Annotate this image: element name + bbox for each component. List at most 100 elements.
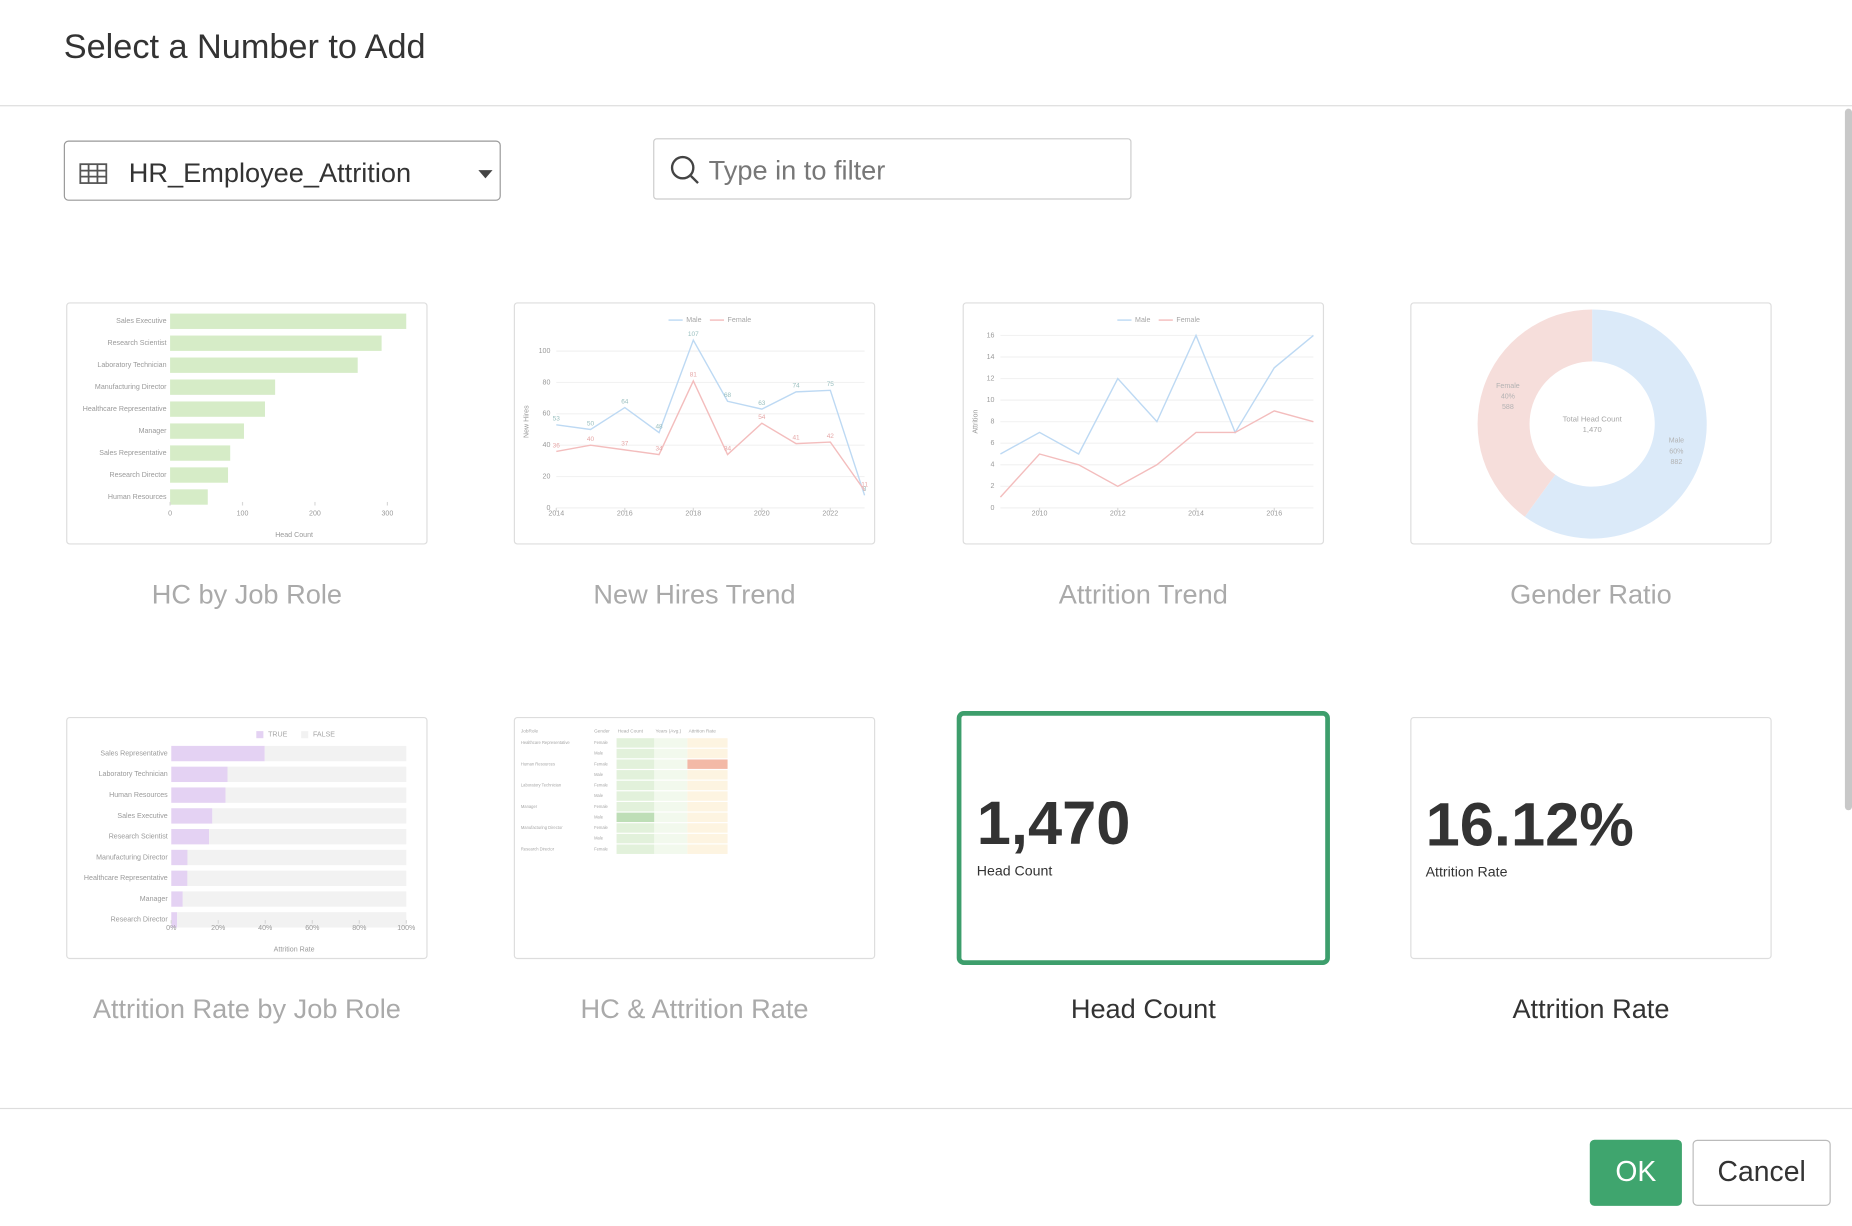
slice-percent: 60% [1669, 447, 1684, 455]
thumbnail: 0 2 4 6 8 10 12 14 16 2010 2012 2014 2016 Attrition Ma… [971, 316, 1314, 518]
cancel-button[interactable]: Cancel [1692, 1139, 1831, 1206]
category-label: Laboratory Technician [99, 770, 168, 778]
data-label: 81 [690, 372, 698, 379]
center-value: 1,470 [1583, 425, 1602, 434]
y-tick-label: 12 [987, 374, 995, 382]
bar-segment [171, 745, 265, 762]
scrollbar[interactable] [1844, 108, 1852, 811]
card[interactable]: Sales Representative Laboratory Technicia… [66, 716, 428, 960]
cell [687, 770, 728, 780]
data-label: 68 [724, 392, 732, 399]
cell [687, 791, 728, 801]
bar-segment [171, 912, 178, 928]
data-label: 34 [655, 445, 663, 452]
data-label: 37 [621, 441, 629, 448]
cell-text: Male [594, 793, 604, 798]
cell [687, 823, 728, 833]
thumbnail: Sales Executive Research Scientist Laborat… [83, 313, 407, 539]
cell [654, 759, 688, 769]
card[interactable]: 0 20 40 60 80 100 2014 2016 2018 2020 2022 New Hire… [513, 302, 876, 545]
thumbnail: 0 20 40 60 80 100 2014 2016 2018 2020 2022 New Hire… [523, 316, 869, 518]
card-label: HC by Job Role [151, 578, 342, 610]
cell [687, 801, 728, 812]
x-tick-label: 300 [382, 510, 394, 518]
cell [654, 823, 688, 833]
data-label: 36 [553, 442, 561, 449]
category-label: Research Scientist [108, 339, 167, 347]
x-tick-label: 100 [237, 510, 249, 518]
card-label: Gender Ratio [1510, 578, 1672, 610]
dataset-name: HR_Employee_Attrition [128, 157, 412, 188]
x-tick-label: 0 [168, 510, 172, 518]
bar-segment [177, 912, 407, 928]
card[interactable]: 0 2 4 6 8 10 12 14 16 2010 2012 2014 2016 Attrition Ma… [962, 302, 1325, 545]
data-label: 54 [758, 414, 766, 421]
cell-text: Female [594, 761, 608, 766]
filter-input[interactable]: Type in to filter [653, 138, 1132, 200]
line-series [556, 379, 866, 492]
x-tick-label: 2022 [822, 510, 838, 518]
dataset-dropdown[interactable]: HR_Employee_Attrition [63, 140, 501, 201]
x-tick-label: 200 [309, 510, 321, 518]
cell-text: Female [594, 846, 608, 851]
cell [687, 748, 728, 759]
cell-text: Female [594, 804, 608, 809]
slice-name: Female [1496, 382, 1520, 390]
bar [170, 313, 407, 329]
card[interactable]: Male 60% 882 Female 40% 588 Total Head Count 1,… [1410, 302, 1772, 545]
bar-segment [182, 891, 407, 907]
donut-slice [1477, 309, 1593, 517]
ok-button[interactable]: OK [1589, 1139, 1682, 1206]
legend-label: TRUE [268, 731, 288, 739]
card[interactable]: 1,470 Head Count [956, 711, 1330, 965]
y-tick-label: 60 [543, 410, 551, 418]
cell-text: Male [594, 772, 604, 777]
category-label: Manufacturing Director [95, 383, 167, 391]
x-tick-label: 60% [305, 924, 320, 932]
data-label: 63 [758, 400, 766, 407]
cell-text: Female [594, 740, 608, 745]
cell [654, 748, 688, 759]
bar-segment [225, 787, 407, 803]
column-header: Gender [594, 728, 610, 734]
cell-text: Male [594, 814, 604, 819]
cell-text: Manufacturing Director [521, 825, 563, 830]
number-caption: Head Count [977, 863, 1053, 879]
line-series [556, 338, 866, 496]
y-tick-label: 14 [987, 353, 995, 361]
card-label: Attrition Trend [1058, 578, 1228, 610]
category-label: Sales Representative [100, 749, 167, 757]
card-label: Attrition Rate [1512, 993, 1670, 1025]
bar-segment [209, 829, 407, 845]
cell-text: Laboratory Technician [521, 783, 562, 788]
number-value: 16.12% [1426, 790, 1634, 859]
bar [170, 357, 358, 373]
bar-segment [171, 829, 210, 845]
card[interactable]: Sales Executive Research Scientist Laborat… [66, 302, 428, 545]
column-header: Attrition Rate [689, 728, 717, 734]
bar-segment [171, 870, 188, 886]
legend-label: FALSE [313, 731, 335, 739]
dialog-title: Select a Number to Add [63, 28, 426, 67]
cell-text: Human Resources [521, 761, 555, 766]
y-axis-label: New Hires [523, 405, 531, 438]
cell [654, 780, 688, 791]
card[interactable]: 16.12% Attrition Rate [1410, 716, 1772, 960]
line-series [999, 410, 1314, 498]
cell [616, 759, 655, 769]
donut-slice [1524, 309, 1707, 539]
cell [654, 844, 688, 854]
category-label: Research Scientist [109, 833, 168, 841]
bar-segment [227, 766, 407, 783]
y-tick-label: 6 [991, 439, 995, 447]
legend-label: Male [686, 316, 701, 324]
legend-label: Female [1176, 316, 1200, 324]
y-axis-label: Attrition [971, 410, 979, 434]
card[interactable]: JobRole Gender Head Count Years (Avg.) Attri… [513, 716, 876, 960]
legend-swatch [301, 731, 309, 739]
legend-swatch [256, 731, 264, 739]
data-label: 40 [587, 436, 595, 443]
dropdown-icons [79, 163, 493, 184]
bar-segment [171, 808, 213, 824]
column-header: Years (Avg.) [656, 728, 682, 734]
